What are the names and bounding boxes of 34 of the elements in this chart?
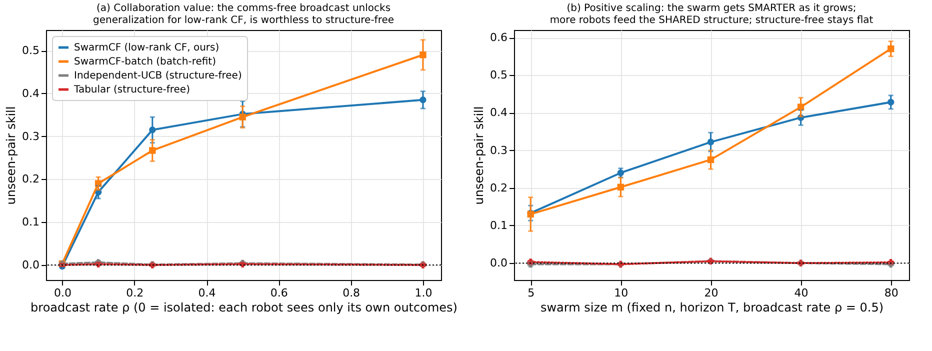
legend-label: SwarmCF (low-rank CF, ours) — [74, 42, 220, 54]
x-tick-label: 20 — [704, 286, 718, 300]
x-tick-label: 5 — [528, 286, 535, 300]
x-tick-label: 10 — [614, 286, 628, 300]
y-tick-label: 0.4 — [490, 106, 508, 120]
y-axis-title: unseen-pair skill — [4, 106, 18, 205]
y-tick-label: 0.1 — [490, 218, 508, 232]
x-axis-title: swarm size m (fixed n, horizon T, broadcast rate ρ = 0.5) — [540, 300, 884, 314]
legend-label: Tabular (structure-free) — [73, 84, 190, 96]
chart-title: (a) Collaboration value: the comms-free broadcast unlocks generalization for low-rank CF, is worthless to structure-free — [92, 3, 394, 26]
chart-title: (b) Positive scaling: the swarm gets SMARTER as it grows; more robots feed the SHARED structure; structure-free stays flat — [550, 3, 874, 26]
x-tick-label: 1.0 — [414, 286, 432, 300]
x-axis-title: broadcast rate ρ (0 = isolated: each robot sees only its own outcomes) — [30, 300, 458, 314]
x-tick-label: 80 — [884, 286, 898, 300]
y-tick-label: 0.5 — [490, 68, 508, 82]
y-tick-label: 0.6 — [490, 31, 508, 44]
x-tick-label: 0.6 — [270, 286, 288, 300]
y-tick-label: 0.4 — [22, 86, 40, 100]
legend-label: SwarmCF-batch (batch-refit) — [74, 56, 216, 68]
y-tick-label: 0.3 — [490, 144, 508, 157]
x-tick-label: 0.0 — [54, 286, 72, 300]
x-tick-label: 0.2 — [126, 286, 144, 300]
y-tick-label: 0.2 — [22, 172, 40, 186]
x-tick-label: 0.8 — [342, 286, 360, 300]
y-axis-title: unseen-pair skill — [472, 106, 486, 205]
y-tick-label: 0.0 — [22, 258, 40, 272]
y-tick-label: 0.5 — [22, 44, 40, 58]
y-tick-label: 0.1 — [22, 216, 40, 229]
y-tick-label: 0.2 — [490, 181, 508, 194]
legend-label: Independent-UCB (structure-free) — [74, 70, 242, 82]
y-tick-label: 0.0 — [490, 256, 508, 270]
x-tick-label: 0.4 — [198, 286, 216, 300]
x-tick-label: 40 — [794, 286, 808, 300]
y-tick-label: 0.3 — [22, 130, 40, 143]
